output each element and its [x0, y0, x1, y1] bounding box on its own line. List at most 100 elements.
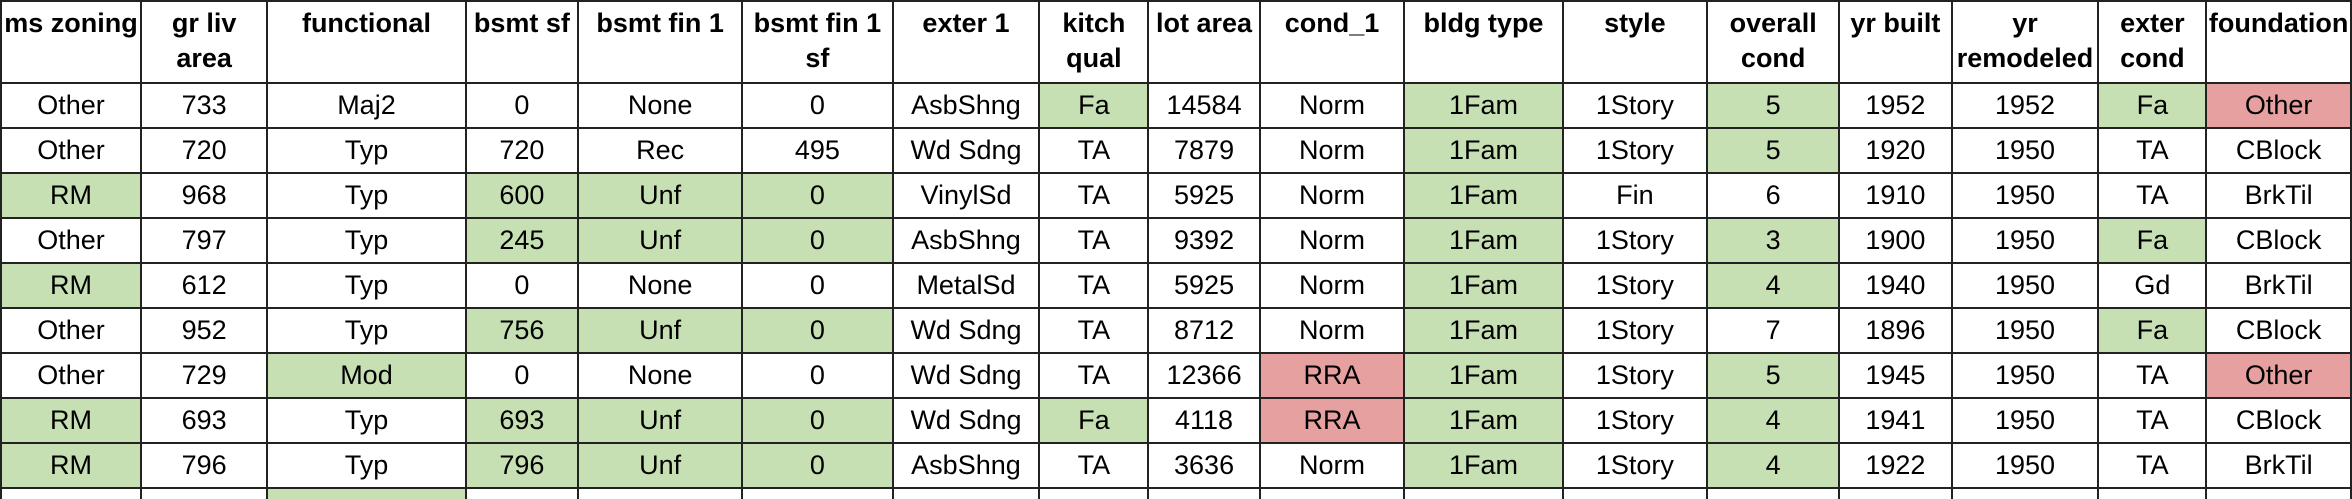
table-cell[interactable]: Norm — [1258, 262, 1406, 309]
table-cell[interactable]: Typ — [266, 127, 467, 174]
table-cell[interactable]: TA — [1038, 352, 1150, 399]
column-header[interactable]: foundation — [2205, 0, 2352, 84]
table-cell[interactable]: 3 — [1706, 217, 1841, 264]
table-cell[interactable]: Other — [2205, 352, 2352, 399]
table-cell[interactable]: 0 — [741, 352, 894, 399]
table-cell[interactable]: 1896 — [1838, 307, 1953, 354]
table-cell[interactable]: AsbShng — [891, 217, 1041, 264]
table-cell[interactable]: 8712 — [1147, 307, 1261, 354]
table-cell[interactable]: None — [577, 352, 744, 399]
table-cell[interactable]: Rec — [577, 127, 744, 174]
table-cell[interactable]: 693 — [464, 397, 580, 444]
table-cell[interactable]: None — [577, 82, 744, 129]
table-cell[interactable]: BrkTil — [2205, 172, 2352, 219]
table-cell[interactable]: TA — [2097, 172, 2208, 219]
table-cell[interactable]: Wd Sdng — [891, 352, 1041, 399]
table-cell[interactable]: Unf — [577, 397, 744, 444]
table-cell[interactable]: Unf — [577, 217, 744, 264]
table-cell[interactable]: Norm — [1258, 217, 1406, 264]
table-cell[interactable]: 720 — [139, 127, 269, 174]
table-cell[interactable]: Typ — [266, 262, 467, 309]
table-cell[interactable]: RM — [0, 397, 142, 444]
table-cell[interactable]: Fa — [2097, 307, 2208, 354]
table-cell[interactable]: 0 — [464, 82, 580, 129]
table-cell[interactable]: 1950 — [1950, 352, 2100, 399]
table-cell[interactable]: 5925 — [1147, 262, 1261, 309]
table-cell[interactable]: 1Story — [1561, 397, 1709, 444]
table-cell[interactable]: 1950 — [1950, 172, 2100, 219]
table-cell[interactable]: 1920 — [1838, 127, 1953, 174]
table-cell[interactable]: Typ — [266, 307, 467, 354]
column-header[interactable]: bsmt fin 1 — [577, 0, 744, 84]
table-cell[interactable]: 245 — [464, 217, 580, 264]
table-cell[interactable]: 0 — [741, 397, 894, 444]
table-cell[interactable]: 1Story — [1561, 127, 1709, 174]
table-cell[interactable]: AsbShng — [891, 82, 1041, 129]
table-cell[interactable]: Typ — [266, 442, 467, 489]
table-cell[interactable]: 1Story — [1561, 262, 1709, 309]
table-cell[interactable]: 729 — [139, 352, 269, 399]
table-cell[interactable]: 1Story — [1561, 442, 1709, 489]
table-cell[interactable]: AsbShng — [891, 442, 1041, 489]
table-cell[interactable]: 12366 — [1147, 352, 1261, 399]
table-cell[interactable]: 733 — [139, 82, 269, 129]
column-header[interactable]: exter cond — [2097, 0, 2208, 84]
table-cell[interactable]: 495 — [741, 127, 894, 174]
table-cell[interactable]: CBlock — [2205, 397, 2352, 444]
table-cell[interactable]: Fa — [1038, 397, 1150, 444]
table-cell[interactable]: 0 — [464, 352, 580, 399]
table-cell[interactable]: Fa — [2097, 82, 2208, 129]
table-cell[interactable]: Fa — [2097, 217, 2208, 264]
table-cell[interactable]: 1Story — [1561, 307, 1709, 354]
table-cell[interactable]: 720 — [464, 127, 580, 174]
table-cell[interactable]: 1Story — [1561, 217, 1709, 264]
table-cell[interactable]: Norm — [1258, 442, 1406, 489]
table-cell[interactable]: TA — [1038, 217, 1150, 264]
column-header[interactable]: kitch qual — [1038, 0, 1150, 84]
table-cell[interactable]: TA — [2097, 127, 2208, 174]
table-cell[interactable]: BrkTil — [2205, 442, 2352, 489]
table-cell[interactable]: 0 — [741, 262, 894, 309]
table-cell[interactable]: Other — [0, 217, 142, 264]
table-cell[interactable]: CBlock — [2205, 217, 2352, 264]
table-cell[interactable]: 600 — [464, 172, 580, 219]
table-cell[interactable]: TA — [1038, 307, 1150, 354]
table-cell[interactable]: 1Fam — [1403, 397, 1564, 444]
column-header[interactable]: functional — [266, 0, 467, 84]
table-cell[interactable]: 1950 — [1950, 307, 2100, 354]
table-cell[interactable]: Typ — [266, 397, 467, 444]
table-cell[interactable]: 14584 — [1147, 82, 1261, 129]
table-cell[interactable]: 7879 — [1147, 127, 1261, 174]
table-cell[interactable]: 1Fam — [1403, 262, 1564, 309]
table-cell[interactable]: 1950 — [1950, 397, 2100, 444]
table-cell[interactable]: 0 — [741, 172, 894, 219]
column-header[interactable]: bsmt sf — [464, 0, 580, 84]
column-header[interactable]: bldg type — [1403, 0, 1564, 84]
table-cell[interactable]: TA — [1038, 172, 1150, 219]
table-cell[interactable]: Norm — [1258, 82, 1406, 129]
table-cell[interactable]: 1922 — [1838, 442, 1953, 489]
table-cell[interactable]: 1Fam — [1403, 82, 1564, 129]
column-header[interactable]: bsmt fin 1 sf — [741, 0, 894, 84]
table-cell[interactable]: 1Fam — [1403, 352, 1564, 399]
table-cell[interactable]: Fa — [1038, 82, 1150, 129]
table-cell[interactable]: 1Story — [1561, 352, 1709, 399]
column-header[interactable]: lot area — [1147, 0, 1261, 84]
column-header[interactable]: cond_1 — [1258, 0, 1406, 84]
table-cell[interactable]: 1950 — [1950, 127, 2100, 174]
table-cell[interactable]: 612 — [139, 262, 269, 309]
table-cell[interactable]: RM — [0, 262, 142, 309]
table-cell[interactable]: 7 — [1706, 307, 1841, 354]
table-cell[interactable]: TA — [1038, 127, 1150, 174]
table-cell[interactable]: Other — [0, 352, 142, 399]
table-cell[interactable]: 4118 — [1147, 397, 1261, 444]
table-cell[interactable]: 1940 — [1838, 262, 1953, 309]
table-cell[interactable]: Mod — [266, 352, 467, 399]
table-cell[interactable]: Norm — [1258, 127, 1406, 174]
table-cell[interactable]: TA — [1038, 442, 1150, 489]
table-cell[interactable]: 756 — [464, 307, 580, 354]
table-cell[interactable]: VinylSd — [891, 172, 1041, 219]
table-cell[interactable]: 1952 — [1838, 82, 1953, 129]
table-cell[interactable]: 0 — [741, 307, 894, 354]
column-header[interactable]: gr liv area — [139, 0, 269, 84]
